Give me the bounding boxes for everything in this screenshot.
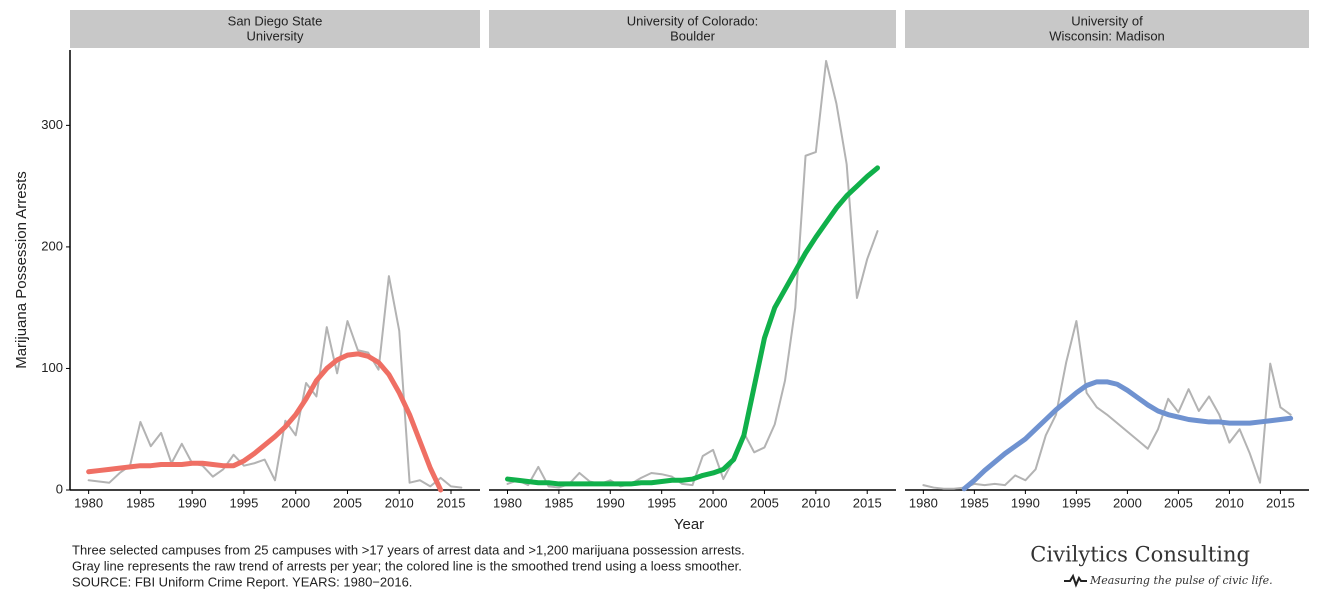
x-tick-label: 2010 xyxy=(385,495,414,510)
x-tick-label: 1990 xyxy=(596,495,625,510)
smooth-line xyxy=(505,165,880,487)
brand-tagline: Measuring the pulse of civic life. xyxy=(1089,574,1273,587)
x-tick-label: 1985 xyxy=(960,495,989,510)
brand-name: Civilytics Consulting xyxy=(1030,543,1250,567)
raw-line xyxy=(506,59,879,489)
facet-title: University of Colorado: xyxy=(627,13,759,28)
facet-title: San Diego State xyxy=(228,13,323,28)
facet-strip xyxy=(489,10,896,48)
x-tick-label: 2000 xyxy=(1113,495,1142,510)
facet-title: Wisconsin: Madison xyxy=(1049,28,1165,43)
caption: Gray line represents the raw trend of ar… xyxy=(72,558,742,573)
x-tick-label: 1985 xyxy=(544,495,573,510)
raw-line xyxy=(922,320,1292,490)
y-tick-label: 200 xyxy=(41,238,63,253)
smooth-line xyxy=(961,379,1294,492)
smooth-line xyxy=(86,351,444,493)
x-tick-label: 2005 xyxy=(1164,495,1193,510)
y-tick-label: 100 xyxy=(41,360,63,375)
x-tick-label: 1995 xyxy=(647,495,676,510)
x-tick-label: 1980 xyxy=(493,495,522,510)
x-tick-label: 2010 xyxy=(801,495,830,510)
x-tick-label: 1990 xyxy=(178,495,207,510)
y-tick-label: 0 xyxy=(56,481,63,496)
x-tick-label: 2015 xyxy=(853,495,882,510)
brand-icon xyxy=(1064,573,1087,588)
x-axis-label: Year xyxy=(674,516,704,533)
x-tick-label: 1995 xyxy=(1062,495,1091,510)
caption: Three selected campuses from 25 campuses… xyxy=(72,542,745,557)
x-tick-label: 2000 xyxy=(699,495,728,510)
x-tick-label: 2015 xyxy=(437,495,466,510)
facet-strip xyxy=(905,10,1309,48)
x-tick-label: 2005 xyxy=(750,495,779,510)
raw-line xyxy=(87,275,463,489)
x-tick-label: 2015 xyxy=(1266,495,1295,510)
y-axis-label: Marijuana Possession Arrests xyxy=(13,171,30,369)
x-tick-label: 1985 xyxy=(126,495,155,510)
x-tick-label: 1990 xyxy=(1011,495,1040,510)
facet-title: University xyxy=(246,28,304,43)
x-tick-label: 2005 xyxy=(333,495,362,510)
facet-strip xyxy=(70,10,480,48)
x-tick-label: 1980 xyxy=(909,495,938,510)
x-tick-label: 1995 xyxy=(229,495,258,510)
y-tick-label: 300 xyxy=(41,117,63,132)
caption: SOURCE: FBI Uniform Crime Report. YEARS:… xyxy=(72,574,412,589)
facet-title: Boulder xyxy=(670,28,715,43)
x-tick-label: 2000 xyxy=(281,495,310,510)
x-tick-label: 2010 xyxy=(1215,495,1244,510)
facet-title: University of xyxy=(1071,13,1143,28)
x-tick-label: 1980 xyxy=(74,495,103,510)
